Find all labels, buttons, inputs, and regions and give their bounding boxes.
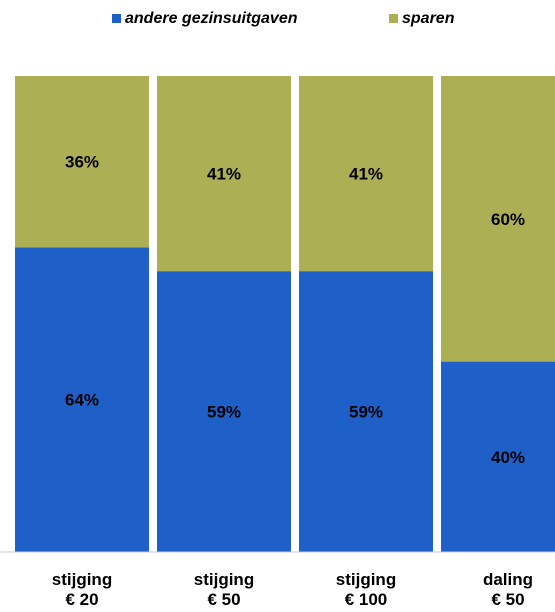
bar-andere-gezinsuitgaven-2 [157,271,291,552]
data-label-andere-gezinsuitgaven-1: 64% [65,391,99,410]
data-labels: 64% 36% 59% 41% 59% 41% 40% 60% [65,153,525,467]
x-tick-label-4-line-2: € 50 [491,590,524,609]
bar-sparen-4 [441,76,555,362]
legend-swatch-sparen [389,14,398,23]
x-tick-label-3-line-1: stijging [336,570,396,589]
data-label-sparen-3: 41% [349,165,383,184]
x-tick-label-2-line-2: € 50 [207,590,240,609]
bar-andere-gezinsuitgaven-1 [15,247,149,553]
legend: andere gezinsuitgaven sparen [112,10,455,27]
data-label-sparen-1: 36% [65,153,99,172]
x-tick-label-3-line-2: € 100 [345,590,388,609]
legend-label-andere-gezinsuitgaven: andere gezinsuitgaven [125,10,298,27]
legend-label-sparen: sparen [402,10,455,27]
data-label-sparen-2: 41% [207,165,241,184]
bars [15,76,555,553]
bar-andere-gezinsuitgaven-3 [299,271,433,552]
x-tick-label-2-line-1: stijging [194,570,254,589]
bar-andere-gezinsuitgaven-4 [441,361,555,552]
data-label-andere-gezinsuitgaven-4: 40% [491,448,525,467]
legend-swatch-andere-gezinsuitgaven [112,14,121,23]
data-label-sparen-4: 60% [491,210,525,229]
x-tick-label-1-line-1: stijging [52,570,112,589]
x-tick-label-1-line-2: € 20 [65,590,98,609]
data-label-andere-gezinsuitgaven-2: 59% [207,403,241,422]
data-label-andere-gezinsuitgaven-3: 59% [349,403,383,422]
bar-sparen-3 [299,76,433,272]
bar-sparen-2 [157,76,291,272]
x-tick-label-4-line-1: daling [483,570,533,589]
bar-sparen-1 [15,76,149,248]
